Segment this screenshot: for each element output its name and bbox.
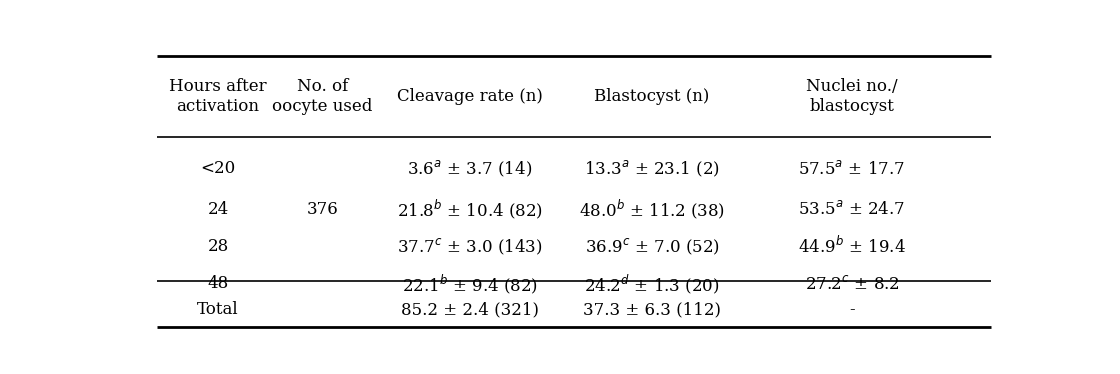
Text: <20: <20	[200, 160, 235, 177]
Text: Nuclei no./
blastocyst: Nuclei no./ blastocyst	[806, 79, 897, 115]
Text: Total: Total	[197, 301, 239, 318]
Text: 13.3$^{a}$ ± 23.1 (2): 13.3$^{a}$ ± 23.1 (2)	[585, 159, 720, 179]
Text: 57.5$^{a}$ ± 17.7: 57.5$^{a}$ ± 17.7	[799, 160, 905, 178]
Text: 21.8$^{b}$ ± 10.4 (82): 21.8$^{b}$ ± 10.4 (82)	[396, 197, 543, 221]
Text: 37.7$^{c}$ ± 3.0 (143): 37.7$^{c}$ ± 3.0 (143)	[396, 236, 543, 257]
Text: 36.9$^{c}$ ± 7.0 (52): 36.9$^{c}$ ± 7.0 (52)	[585, 236, 720, 257]
Text: 53.5$^{a}$ ± 24.7: 53.5$^{a}$ ± 24.7	[799, 200, 905, 218]
Text: 24: 24	[207, 200, 228, 218]
Text: 28: 28	[207, 238, 228, 255]
Text: Cleavage rate (n): Cleavage rate (n)	[396, 88, 543, 105]
Text: -: -	[849, 301, 855, 318]
Text: 3.6$^{a}$ ± 3.7 (14): 3.6$^{a}$ ± 3.7 (14)	[408, 159, 532, 179]
Text: No. of
oocyte used: No. of oocyte used	[272, 79, 373, 115]
Text: 27.2$^{c}$ ± 8.2: 27.2$^{c}$ ± 8.2	[804, 275, 899, 293]
Text: 85.2 ± 2.4 (321): 85.2 ± 2.4 (321)	[401, 301, 539, 318]
Text: 48: 48	[207, 275, 228, 292]
Text: 48.0$^{b}$ ± 11.2 (38): 48.0$^{b}$ ± 11.2 (38)	[579, 197, 725, 221]
Text: Blastocyst (n): Blastocyst (n)	[595, 88, 710, 105]
Text: 37.3 ± 6.3 (112): 37.3 ± 6.3 (112)	[584, 301, 721, 318]
Text: 24.2$^{d}$ ± 1.3 (20): 24.2$^{d}$ ± 1.3 (20)	[585, 272, 720, 295]
Text: 44.9$^{b}$ ± 19.4: 44.9$^{b}$ ± 19.4	[797, 236, 906, 257]
Text: Hours after
activation: Hours after activation	[169, 79, 267, 115]
Text: 22.1$^{b}$ ± 9.4 (82): 22.1$^{b}$ ± 9.4 (82)	[402, 272, 538, 295]
Text: 376: 376	[307, 200, 338, 218]
